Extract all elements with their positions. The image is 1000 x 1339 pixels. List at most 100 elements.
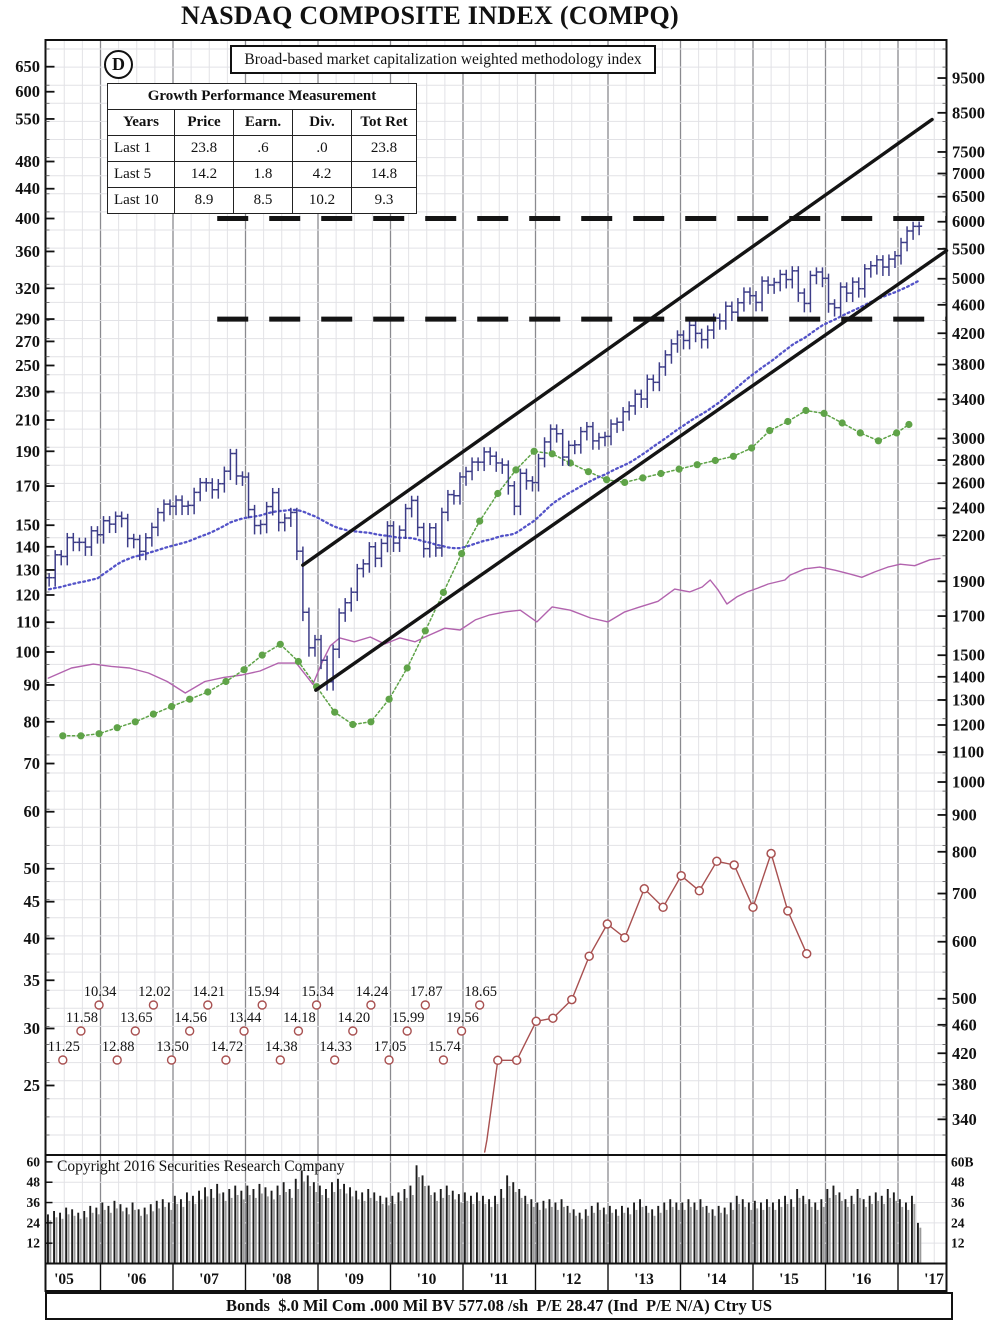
pe-marker xyxy=(619,932,630,943)
volume-bar xyxy=(266,1196,269,1264)
trend-line xyxy=(301,117,934,567)
axis-label: 12 xyxy=(951,1236,965,1251)
volume-bar xyxy=(297,1189,300,1264)
volume-bar xyxy=(445,1185,448,1264)
volume-bar xyxy=(379,1195,382,1264)
axis-label: 18.65 xyxy=(464,984,497,1000)
volume-bar xyxy=(778,1199,780,1264)
pe-marker xyxy=(474,1000,485,1010)
price-bars xyxy=(46,221,923,691)
axis-label: 11.58 xyxy=(66,1010,98,1026)
volume-bar xyxy=(343,1183,345,1264)
trend-line xyxy=(314,248,949,692)
volume-bar xyxy=(109,1212,112,1264)
axis-label: '16 xyxy=(852,1271,872,1288)
fundamentals-footer-bar: Bonds $.0 Mil Com .000 Mil BV 577.08 /sh… xyxy=(45,1292,953,1320)
axis-label: 70 xyxy=(24,754,41,773)
volume-bar xyxy=(572,1209,575,1264)
volume-bar xyxy=(463,1192,466,1264)
axis-label: 12 xyxy=(27,1236,41,1251)
volume-bar xyxy=(325,1189,327,1264)
volume-bar xyxy=(846,1206,849,1264)
subtitle-text: Broad-based market capitalization weight… xyxy=(244,50,642,68)
earnings-marker xyxy=(820,409,828,417)
volume-bar xyxy=(91,1212,94,1264)
volume-bar xyxy=(548,1199,551,1264)
earnings-marker xyxy=(905,420,913,429)
volume-bar xyxy=(47,1214,49,1264)
axis-label: 110 xyxy=(16,613,40,632)
cell-last10-div: 10.2 xyxy=(292,187,352,214)
pe-marker xyxy=(548,1013,558,1023)
volume-bar xyxy=(844,1199,847,1264)
volume-bar xyxy=(73,1215,76,1264)
axis-label: 190 xyxy=(15,442,40,461)
volume-bar xyxy=(729,1202,732,1264)
earnings-marker xyxy=(458,550,466,558)
page-title: NASDAQ COMPOSITE INDEX (COMPQ) xyxy=(181,1,679,30)
volume-bar xyxy=(675,1202,678,1264)
axis-label: 210 xyxy=(15,411,40,430)
volume-bar xyxy=(828,1197,831,1264)
volume-bar xyxy=(665,1209,668,1264)
volume-bar xyxy=(772,1202,774,1264)
volume-bar xyxy=(726,1214,728,1264)
volume-bar xyxy=(605,1214,608,1264)
earnings-marker xyxy=(494,489,502,498)
volume-bar xyxy=(868,1195,871,1264)
pe-marker xyxy=(783,906,793,916)
volume-bar xyxy=(617,1215,620,1264)
volume-bar xyxy=(131,1202,134,1264)
earnings-marker xyxy=(186,695,194,703)
earnings-marker xyxy=(856,429,864,437)
volume-bar xyxy=(264,1187,267,1264)
volume-bar xyxy=(95,1207,98,1264)
volume-bar xyxy=(563,1206,565,1264)
axis-label: 45 xyxy=(24,892,41,911)
earnings-marker xyxy=(603,476,611,484)
axis-label: 3000 xyxy=(952,429,985,448)
volume-bar xyxy=(222,1192,225,1264)
axis-label: 2400 xyxy=(952,499,985,518)
volume-bar xyxy=(158,1208,161,1264)
volume-bar xyxy=(532,1206,535,1264)
cell-last5-label: Last 5 xyxy=(107,161,175,188)
volume-bar xyxy=(89,1205,92,1264)
axis-label: 8500 xyxy=(952,103,985,122)
volume-bar xyxy=(711,1209,714,1264)
pe-marker xyxy=(402,1026,412,1036)
volume-bar xyxy=(228,1189,231,1264)
axis-label: 35 xyxy=(24,971,41,990)
pe-marker xyxy=(94,1000,104,1010)
pe-marker xyxy=(203,1000,213,1010)
volume-bar xyxy=(689,1206,692,1264)
earnings-marker xyxy=(748,444,756,452)
volume-bar xyxy=(880,1195,883,1264)
pe-marker xyxy=(420,1000,430,1010)
volume-bar xyxy=(760,1202,762,1264)
earnings-marker xyxy=(131,718,139,726)
axis-label: '14 xyxy=(707,1271,727,1288)
volume-bar xyxy=(173,1195,176,1264)
axis-label: 15.94 xyxy=(247,984,280,1000)
volume-bar xyxy=(756,1208,759,1264)
volume-bar xyxy=(418,1177,420,1264)
volume-bar xyxy=(874,1192,877,1264)
volume-bar xyxy=(260,1193,263,1264)
cell-last10-earn: 8.5 xyxy=(233,187,293,214)
volume-bar xyxy=(608,1205,611,1264)
volume-bar xyxy=(273,1199,275,1264)
axis-label: 270 xyxy=(15,332,40,351)
axis-label: 100 xyxy=(15,643,40,662)
volume-bar xyxy=(128,1214,130,1264)
axis-label: 3800 xyxy=(952,355,985,374)
axis-label: 800 xyxy=(952,842,977,861)
volume-bars xyxy=(47,1165,922,1264)
volume-bar xyxy=(886,1189,889,1264)
axis-label: 5500 xyxy=(952,239,985,258)
axis-label: 24 xyxy=(27,1215,41,1230)
earnings-marker xyxy=(95,730,103,738)
earnings-marker xyxy=(802,406,810,415)
grid xyxy=(45,40,947,1264)
axis-label: 1500 xyxy=(952,646,985,665)
